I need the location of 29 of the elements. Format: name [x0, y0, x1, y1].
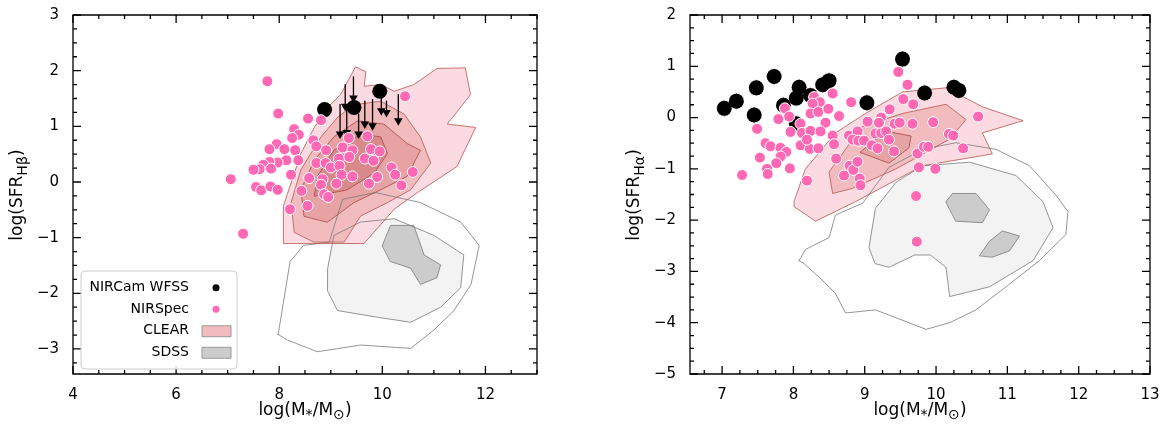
- y-tick-label: 1: [49, 116, 59, 135]
- x-tick-label: 4: [68, 384, 78, 403]
- legend-label: CLEAR: [143, 321, 190, 338]
- y-tick-label: −1: [36, 227, 59, 246]
- x-tick-label: 8: [788, 384, 799, 403]
- y-tick-label: 2: [666, 4, 676, 23]
- y-tick-label: 0: [49, 171, 59, 190]
- x-tick-label: 10: [372, 384, 392, 403]
- x-tick-label: 11: [997, 384, 1017, 403]
- y-tick-label: −3: [36, 338, 59, 357]
- x-tick-label: 7: [717, 384, 727, 403]
- x-tick-label: 13: [1140, 384, 1160, 403]
- legend-label: SDSS: [151, 342, 190, 359]
- x-tick-label: 12: [1069, 384, 1089, 403]
- y-tick-label: 3: [49, 4, 59, 23]
- y-tick-label: −3: [653, 261, 676, 280]
- y-tick-label: −2: [653, 210, 676, 229]
- x-tick-label: 6: [171, 384, 181, 403]
- y-tick-label: 0: [666, 107, 676, 126]
- y-tick-label: −1: [653, 158, 676, 177]
- y-tick-label: −2: [36, 283, 59, 302]
- x-tick-label: 12: [475, 384, 495, 403]
- y-tick-label: −4: [653, 312, 676, 331]
- y-tick-label: 2: [49, 60, 59, 79]
- legend-label: NIRCam WFSS: [89, 278, 190, 295]
- x-tick-label: 9: [859, 384, 870, 403]
- y-tick-label: −5: [653, 363, 676, 382]
- y-tick-label: 1: [666, 56, 676, 75]
- legend-label: NIRSpec: [130, 299, 189, 316]
